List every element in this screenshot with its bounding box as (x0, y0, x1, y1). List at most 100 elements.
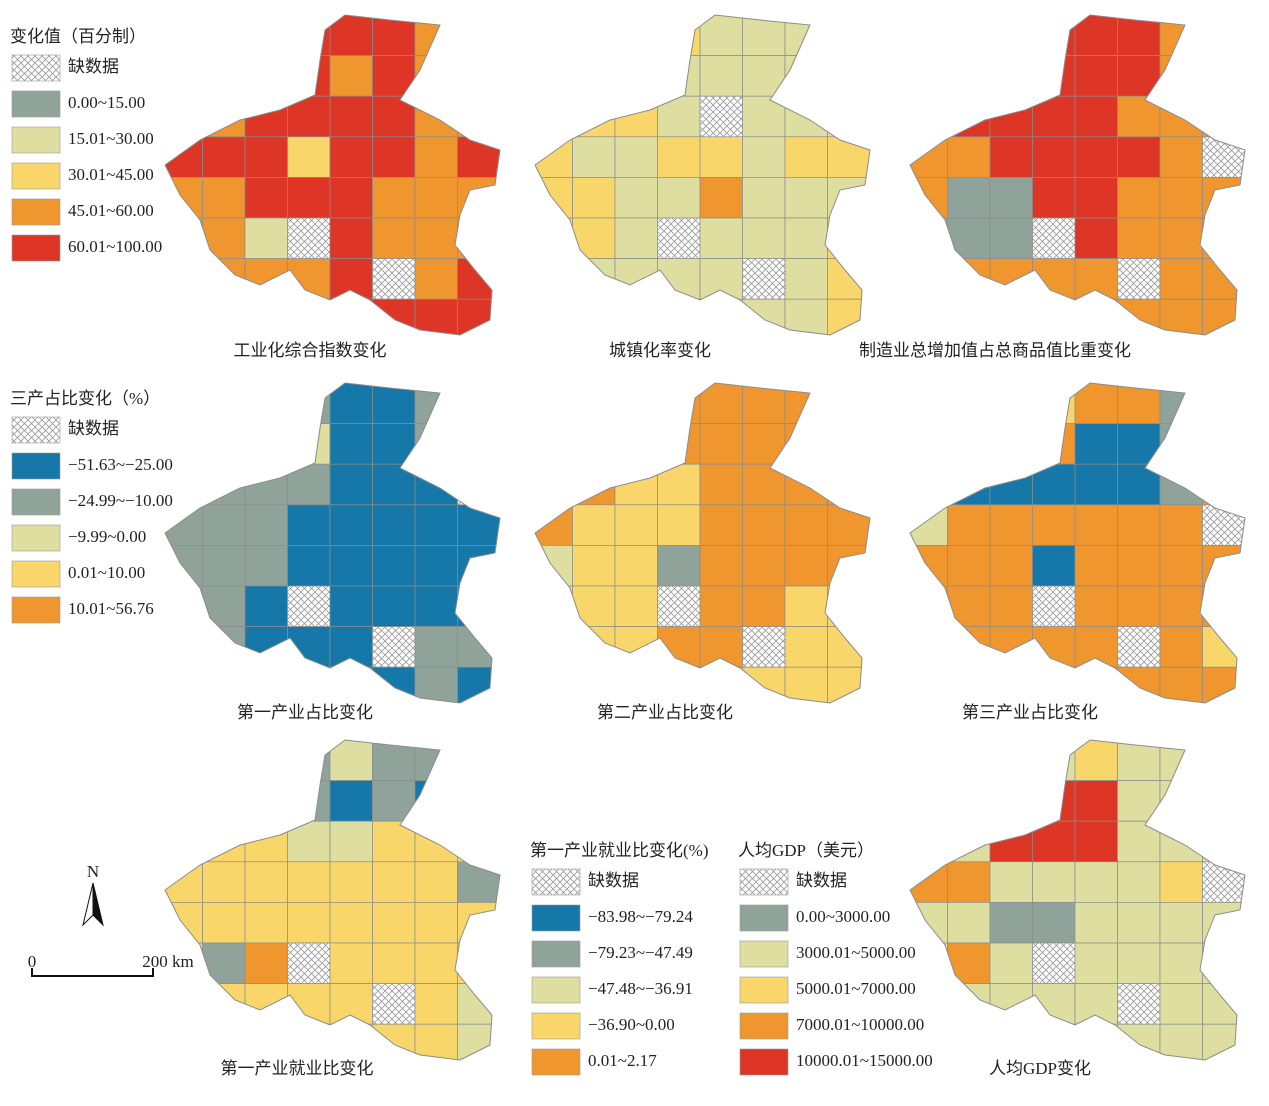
region (989, 861, 1033, 903)
region (947, 780, 991, 822)
region (1202, 942, 1245, 984)
map (534, 382, 871, 704)
region (784, 626, 828, 668)
region (989, 95, 1033, 138)
map-regions (165, 383, 500, 703)
region (165, 740, 203, 781)
region (989, 820, 1033, 863)
region (244, 820, 288, 863)
region (1074, 942, 1118, 984)
region (1159, 217, 1203, 259)
map-outline (164, 14, 501, 336)
region (372, 585, 416, 627)
region (947, 463, 991, 506)
region (457, 383, 500, 424)
region (165, 666, 203, 703)
region (1032, 217, 1076, 259)
region (1202, 666, 1245, 703)
region (1117, 463, 1161, 506)
region (827, 423, 870, 465)
region (535, 423, 573, 465)
region (244, 95, 288, 138)
map-regions (165, 15, 500, 335)
map-caption: 第一产业就业比变化 (221, 1059, 374, 1078)
region (372, 95, 416, 138)
region (1202, 383, 1245, 424)
region (614, 95, 658, 138)
region (165, 55, 203, 97)
region (1117, 740, 1161, 781)
region (165, 15, 203, 56)
legend-label: 60.01~100.00 (68, 237, 162, 256)
region (657, 55, 701, 97)
region (457, 902, 500, 944)
region (1159, 95, 1203, 138)
region (535, 383, 573, 424)
map-caption: 第三产业占比变化 (962, 703, 1098, 722)
region (947, 820, 991, 863)
region (165, 780, 203, 822)
region (457, 666, 500, 703)
region (457, 298, 500, 335)
region (329, 585, 373, 627)
region (372, 545, 416, 587)
region (372, 902, 416, 944)
region (244, 545, 288, 587)
legend-swatch (739, 868, 789, 896)
region (414, 463, 458, 506)
legend: 第一产业就业比变化(%) 缺数据 −83.98~−79.24 −79.23~−47.4… (530, 841, 708, 1076)
region (1032, 177, 1076, 219)
region (1074, 861, 1118, 903)
region (699, 95, 743, 138)
region (910, 666, 948, 703)
region (414, 1023, 458, 1060)
region (1159, 136, 1203, 178)
region (910, 740, 948, 781)
region (1117, 626, 1161, 668)
legend-swatch (11, 596, 61, 624)
region (329, 136, 373, 178)
region (287, 666, 331, 703)
legend-label: −24.99~−10.00 (68, 491, 173, 510)
region (947, 666, 991, 703)
region (244, 740, 288, 781)
region (329, 942, 373, 984)
map-outline (909, 382, 1246, 704)
region (910, 463, 948, 506)
legend-label: −51.63~−25.00 (68, 455, 173, 474)
region (910, 383, 948, 424)
region (1032, 504, 1076, 546)
region (414, 666, 458, 703)
region (457, 258, 500, 300)
region (202, 983, 246, 1025)
region (329, 983, 373, 1025)
region (165, 217, 203, 259)
region (989, 780, 1033, 822)
region (614, 136, 658, 178)
region (202, 55, 246, 97)
region (457, 177, 500, 219)
region (457, 780, 500, 822)
region (989, 177, 1033, 219)
region (947, 740, 991, 781)
region (244, 423, 288, 465)
map-caption: 制造业总增加值占总商品值比重变化 (859, 341, 1131, 360)
region (202, 383, 246, 424)
region (1117, 820, 1161, 863)
region (414, 861, 458, 903)
region (414, 177, 458, 219)
region (329, 298, 373, 335)
region (457, 95, 500, 138)
region (614, 585, 658, 627)
region (372, 177, 416, 219)
region (989, 298, 1033, 335)
region (535, 585, 573, 627)
region (614, 258, 658, 300)
legend: 变化值（百分制） 缺数据 0.00~15.00 15.01~30.00 30.01~45… (10, 27, 162, 262)
region (414, 258, 458, 300)
map (909, 739, 1246, 1061)
region (910, 423, 948, 465)
region (329, 217, 373, 259)
region (1032, 942, 1076, 984)
region (572, 585, 616, 627)
